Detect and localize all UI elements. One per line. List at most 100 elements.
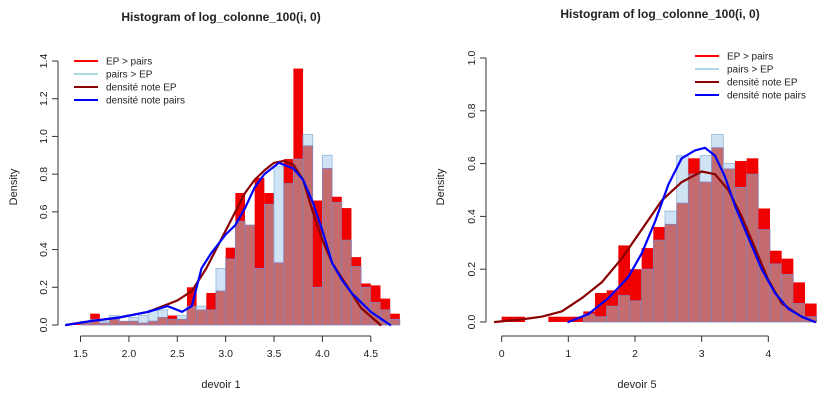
x-tick-label-2-1: 1 xyxy=(565,348,571,360)
bar-overlap-2-17 xyxy=(699,181,713,323)
bar-overlap-1-4 xyxy=(109,318,120,326)
bar-ep-excess-2-21 xyxy=(746,158,759,175)
y-tick-label-2-4: 0.8 xyxy=(466,103,478,118)
y-tick-label-1-6: 1.2 xyxy=(38,91,50,106)
histogram-devoir-1: Histogram of log_colonne_100(i, 0) devoi… xyxy=(8,10,401,391)
bar-overlap-1-24 xyxy=(302,145,314,326)
x-tick-label-1-2: 2.5 xyxy=(170,348,185,360)
bar-pairs-excess-1-24 xyxy=(302,134,314,147)
bar-overlap-2-13 xyxy=(652,239,666,323)
legend-label-1-3: densité note pairs xyxy=(106,96,185,107)
y-tick-label-1-7: 1.4 xyxy=(38,54,50,69)
x-axis-label-1: devoir 1 xyxy=(201,379,240,391)
bar-pairs-excess-1-7 xyxy=(138,315,149,324)
bar-ep-excess-2-0 xyxy=(501,316,514,322)
bar-ep-excess-2-24 xyxy=(781,258,794,275)
bar-ep-excess-2-26 xyxy=(805,303,817,317)
bar-ep-excess-1-17 xyxy=(235,193,246,222)
legend-label-2-3: densité note pairs xyxy=(727,91,806,102)
histogram-devoir-5: Histogram of log_colonne_100(i, 0) devoi… xyxy=(435,7,818,391)
bar-overlap-1-19 xyxy=(254,268,265,326)
chart-title-1: Histogram of log_colonne_100(i, 0) xyxy=(121,10,320,24)
bar-overlap-1-7 xyxy=(138,322,149,326)
bar-overlap-1-13 xyxy=(196,309,207,326)
bar-ep-excess-2-10 xyxy=(618,245,630,296)
bar-overlap-1-15 xyxy=(215,290,227,326)
y-tick-label-1-5: 1.0 xyxy=(38,129,50,144)
bar-overlap-2-15 xyxy=(676,202,689,323)
y-tick-label-1-0: 0.0 xyxy=(38,318,50,333)
bar-ep-excess-1-33 xyxy=(390,313,400,320)
bar-ep-excess-1-32 xyxy=(380,298,391,310)
bar-overlap-1-3 xyxy=(99,322,110,326)
bar-overlap-2-16 xyxy=(687,173,701,323)
bar-overlap-1-22 xyxy=(283,183,294,326)
bar-pairs-excess-1-9 xyxy=(157,309,169,318)
x-tick-label-1-0: 1.5 xyxy=(73,348,88,360)
bar-pairs-excess-2-17 xyxy=(699,155,713,183)
bar-ep-excess-2-11 xyxy=(630,269,642,301)
bar-ep-excess-1-10 xyxy=(167,315,178,320)
bar-overlap-1-11 xyxy=(176,318,188,326)
bar-overlap-1-14 xyxy=(205,309,217,326)
bar-ep-excess-2-16 xyxy=(688,158,700,175)
bar-overlap-1-21 xyxy=(273,262,285,326)
bar-ep-excess-1-31 xyxy=(370,285,381,303)
density-pairs-line-2 xyxy=(567,146,817,324)
y-tick-label-1-4: 0.8 xyxy=(38,167,50,182)
bar-pairs-excess-2-14 xyxy=(664,210,678,225)
bar-ep-excess-1-20 xyxy=(264,193,275,205)
bar-overlap-1-25 xyxy=(312,286,323,326)
y-tick-label-1-3: 0.6 xyxy=(38,204,50,219)
x-tick-label-2-4: 4 xyxy=(765,348,771,360)
bar-ep-excess-1-22 xyxy=(283,159,294,184)
bar-overlap-2-24 xyxy=(781,274,794,323)
bar-overlap-2-9 xyxy=(606,305,619,323)
bar-ep-excess-1-19 xyxy=(254,177,265,269)
bar-ep-excess-1-16 xyxy=(225,247,236,259)
bar-overlap-1-9 xyxy=(157,317,169,326)
y-axis-label-2: Density xyxy=(435,168,447,205)
bar-ep-excess-2-25 xyxy=(793,282,805,304)
bar-ep-excess-2-23 xyxy=(770,250,782,264)
bar-overlap-1-5 xyxy=(118,320,130,326)
bar-ep-excess-2-9 xyxy=(606,290,619,307)
bar-ep-excess-2-5 xyxy=(560,316,572,322)
bar-overlap-1-16 xyxy=(225,258,236,326)
legend-label-1-0: EP > pairs xyxy=(106,57,152,68)
bar-ep-excess-2-4 xyxy=(548,316,560,322)
density-ep-line-1 xyxy=(64,159,382,327)
bar-ep-excess-1-27 xyxy=(332,196,342,203)
bar-pairs-excess-2-19 xyxy=(722,163,736,170)
legend-1: EP > pairs pairs > EP densité note EP densi… xyxy=(74,57,185,107)
bar-pairs-excess-1-21 xyxy=(273,166,285,264)
bar-overlap-2-14 xyxy=(664,223,678,323)
x-tick-label-2-0: 0 xyxy=(499,348,505,360)
bar-overlap-1-23 xyxy=(292,158,304,326)
legend-label-2-1: pairs > EP xyxy=(727,65,774,76)
bar-overlap-2-12 xyxy=(641,268,654,323)
x-axis-label-2: devoir 5 xyxy=(617,379,656,391)
legend-label-2-2: densité note EP xyxy=(727,78,798,89)
bar-pairs-excess-1-15 xyxy=(215,268,227,292)
y-tick-label-2-2: 0.4 xyxy=(466,209,478,224)
bar-overlap-1-6 xyxy=(128,320,139,326)
bar-overlap-2-10 xyxy=(617,295,631,323)
legend-label-2-0: EP > pairs xyxy=(727,52,773,63)
legend-2: EP > pairs pairs > EP densité note EP densi… xyxy=(695,52,806,102)
x-tick-label-1-3: 3.0 xyxy=(218,348,233,360)
bar-ep-excess-2-22 xyxy=(758,208,770,230)
y-tick-label-1-1: 0.2 xyxy=(38,280,50,295)
bar-ep-excess-1-30 xyxy=(361,283,371,288)
x-tick-label-1-6: 4.5 xyxy=(364,348,379,360)
y-tick-label-2-5: 1.0 xyxy=(466,51,478,66)
bar-ep-excess-1-12 xyxy=(186,287,197,307)
bar-ep-excess-1-28 xyxy=(341,208,352,241)
bar-overlap-1-33 xyxy=(389,318,401,326)
legend-label-1-2: densité note EP xyxy=(106,83,177,94)
y-tick-label-2-1: 0.2 xyxy=(466,262,478,277)
legend-label-1-1: pairs > EP xyxy=(106,70,153,81)
bar-pairs-excess-1-13 xyxy=(196,305,207,311)
bar-ep-excess-2-13 xyxy=(653,226,665,241)
